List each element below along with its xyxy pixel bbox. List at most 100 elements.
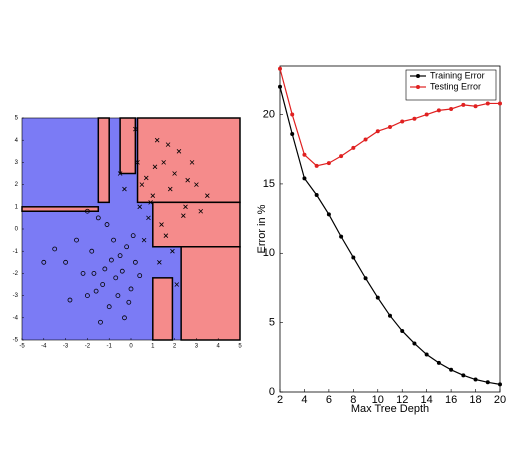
point xyxy=(278,66,282,71)
point-o xyxy=(111,237,116,243)
x-tick-label: 16 xyxy=(445,394,457,406)
point xyxy=(400,119,405,124)
point xyxy=(461,102,466,107)
decision-region xyxy=(180,246,241,341)
decision-region xyxy=(97,117,110,204)
point-o xyxy=(126,299,132,305)
point-x xyxy=(141,237,147,243)
x-tick-label: 0 xyxy=(129,344,133,350)
legend-box xyxy=(405,69,497,101)
point-o xyxy=(74,237,79,243)
point xyxy=(424,352,429,357)
point-x xyxy=(172,171,177,176)
point xyxy=(424,112,429,117)
point-o xyxy=(102,266,108,272)
point-x xyxy=(159,222,164,227)
point xyxy=(485,101,490,106)
point-o xyxy=(93,288,99,294)
x-tick-label: 2 xyxy=(173,344,177,350)
point xyxy=(412,116,417,121)
point-o xyxy=(124,244,130,250)
point-x xyxy=(137,204,143,210)
point-x xyxy=(154,137,160,143)
x-tick-label: 6 xyxy=(326,394,332,406)
point-x xyxy=(198,208,204,214)
x-tick-label: -1 xyxy=(107,344,113,350)
y-tick-label: 20 xyxy=(263,108,275,120)
y-tick-label: 3 xyxy=(15,160,19,166)
point-x xyxy=(150,193,156,198)
point xyxy=(388,125,392,130)
legend-marker xyxy=(416,85,420,89)
point-x xyxy=(157,260,162,265)
point xyxy=(339,234,344,239)
point xyxy=(351,255,356,260)
point-o xyxy=(113,275,119,281)
point-x xyxy=(189,160,195,165)
point-x xyxy=(122,186,127,192)
point-o xyxy=(115,293,121,299)
decision-region xyxy=(119,117,137,175)
decision-region xyxy=(152,277,174,341)
point xyxy=(326,212,331,217)
point xyxy=(485,380,490,385)
point-o xyxy=(130,233,136,239)
point-o xyxy=(52,246,58,252)
point xyxy=(363,137,368,142)
y-tick-label: 10 xyxy=(263,247,275,259)
point-o xyxy=(98,319,103,325)
x-axis-label: Max Tree Depth xyxy=(351,403,429,415)
x-tick-label: 2 xyxy=(277,394,283,406)
decision-region xyxy=(136,117,241,204)
point xyxy=(290,112,295,117)
point-o xyxy=(132,259,138,265)
legend-label: Testing Error xyxy=(430,81,481,91)
legend-marker xyxy=(416,74,420,78)
y-tick-label: 4 xyxy=(15,138,19,144)
x-tick-label: 4 xyxy=(217,344,221,350)
point-x xyxy=(165,142,171,147)
point-x xyxy=(194,182,199,187)
point xyxy=(351,145,356,150)
y-tick-label: -3 xyxy=(13,293,19,299)
point-x xyxy=(143,175,149,181)
point-x xyxy=(176,149,182,154)
y-axis-label: Error in % xyxy=(256,204,268,253)
point xyxy=(436,360,441,365)
point-x xyxy=(183,204,188,210)
point-o xyxy=(85,208,90,214)
point xyxy=(449,367,454,372)
point-o xyxy=(137,273,143,279)
point xyxy=(290,131,295,136)
y-tick-label: 15 xyxy=(263,178,275,190)
point xyxy=(412,341,417,346)
point xyxy=(498,101,502,106)
point xyxy=(302,152,307,157)
point xyxy=(278,84,282,89)
point xyxy=(473,377,478,382)
x-tick-label: 10 xyxy=(372,394,384,406)
point-x xyxy=(133,126,138,132)
y-tick-label: 0 xyxy=(269,386,275,398)
x-tick-label: 18 xyxy=(469,394,481,406)
point xyxy=(314,163,319,168)
point-x xyxy=(139,182,145,187)
point xyxy=(473,104,478,109)
point-x xyxy=(135,160,140,165)
point xyxy=(314,193,319,198)
x-tick-label: -5 xyxy=(19,344,25,350)
point xyxy=(388,313,392,318)
point xyxy=(498,382,502,387)
y-tick-label: -1 xyxy=(13,249,19,255)
point-x xyxy=(185,177,190,183)
point xyxy=(436,108,441,113)
point-x xyxy=(148,200,153,205)
point-o xyxy=(128,286,134,292)
point-o xyxy=(63,259,68,265)
point-x xyxy=(167,186,173,192)
y-tick-label: -5 xyxy=(13,338,19,344)
point-x xyxy=(205,193,210,198)
point-o xyxy=(95,215,101,221)
point-o xyxy=(41,259,47,265)
